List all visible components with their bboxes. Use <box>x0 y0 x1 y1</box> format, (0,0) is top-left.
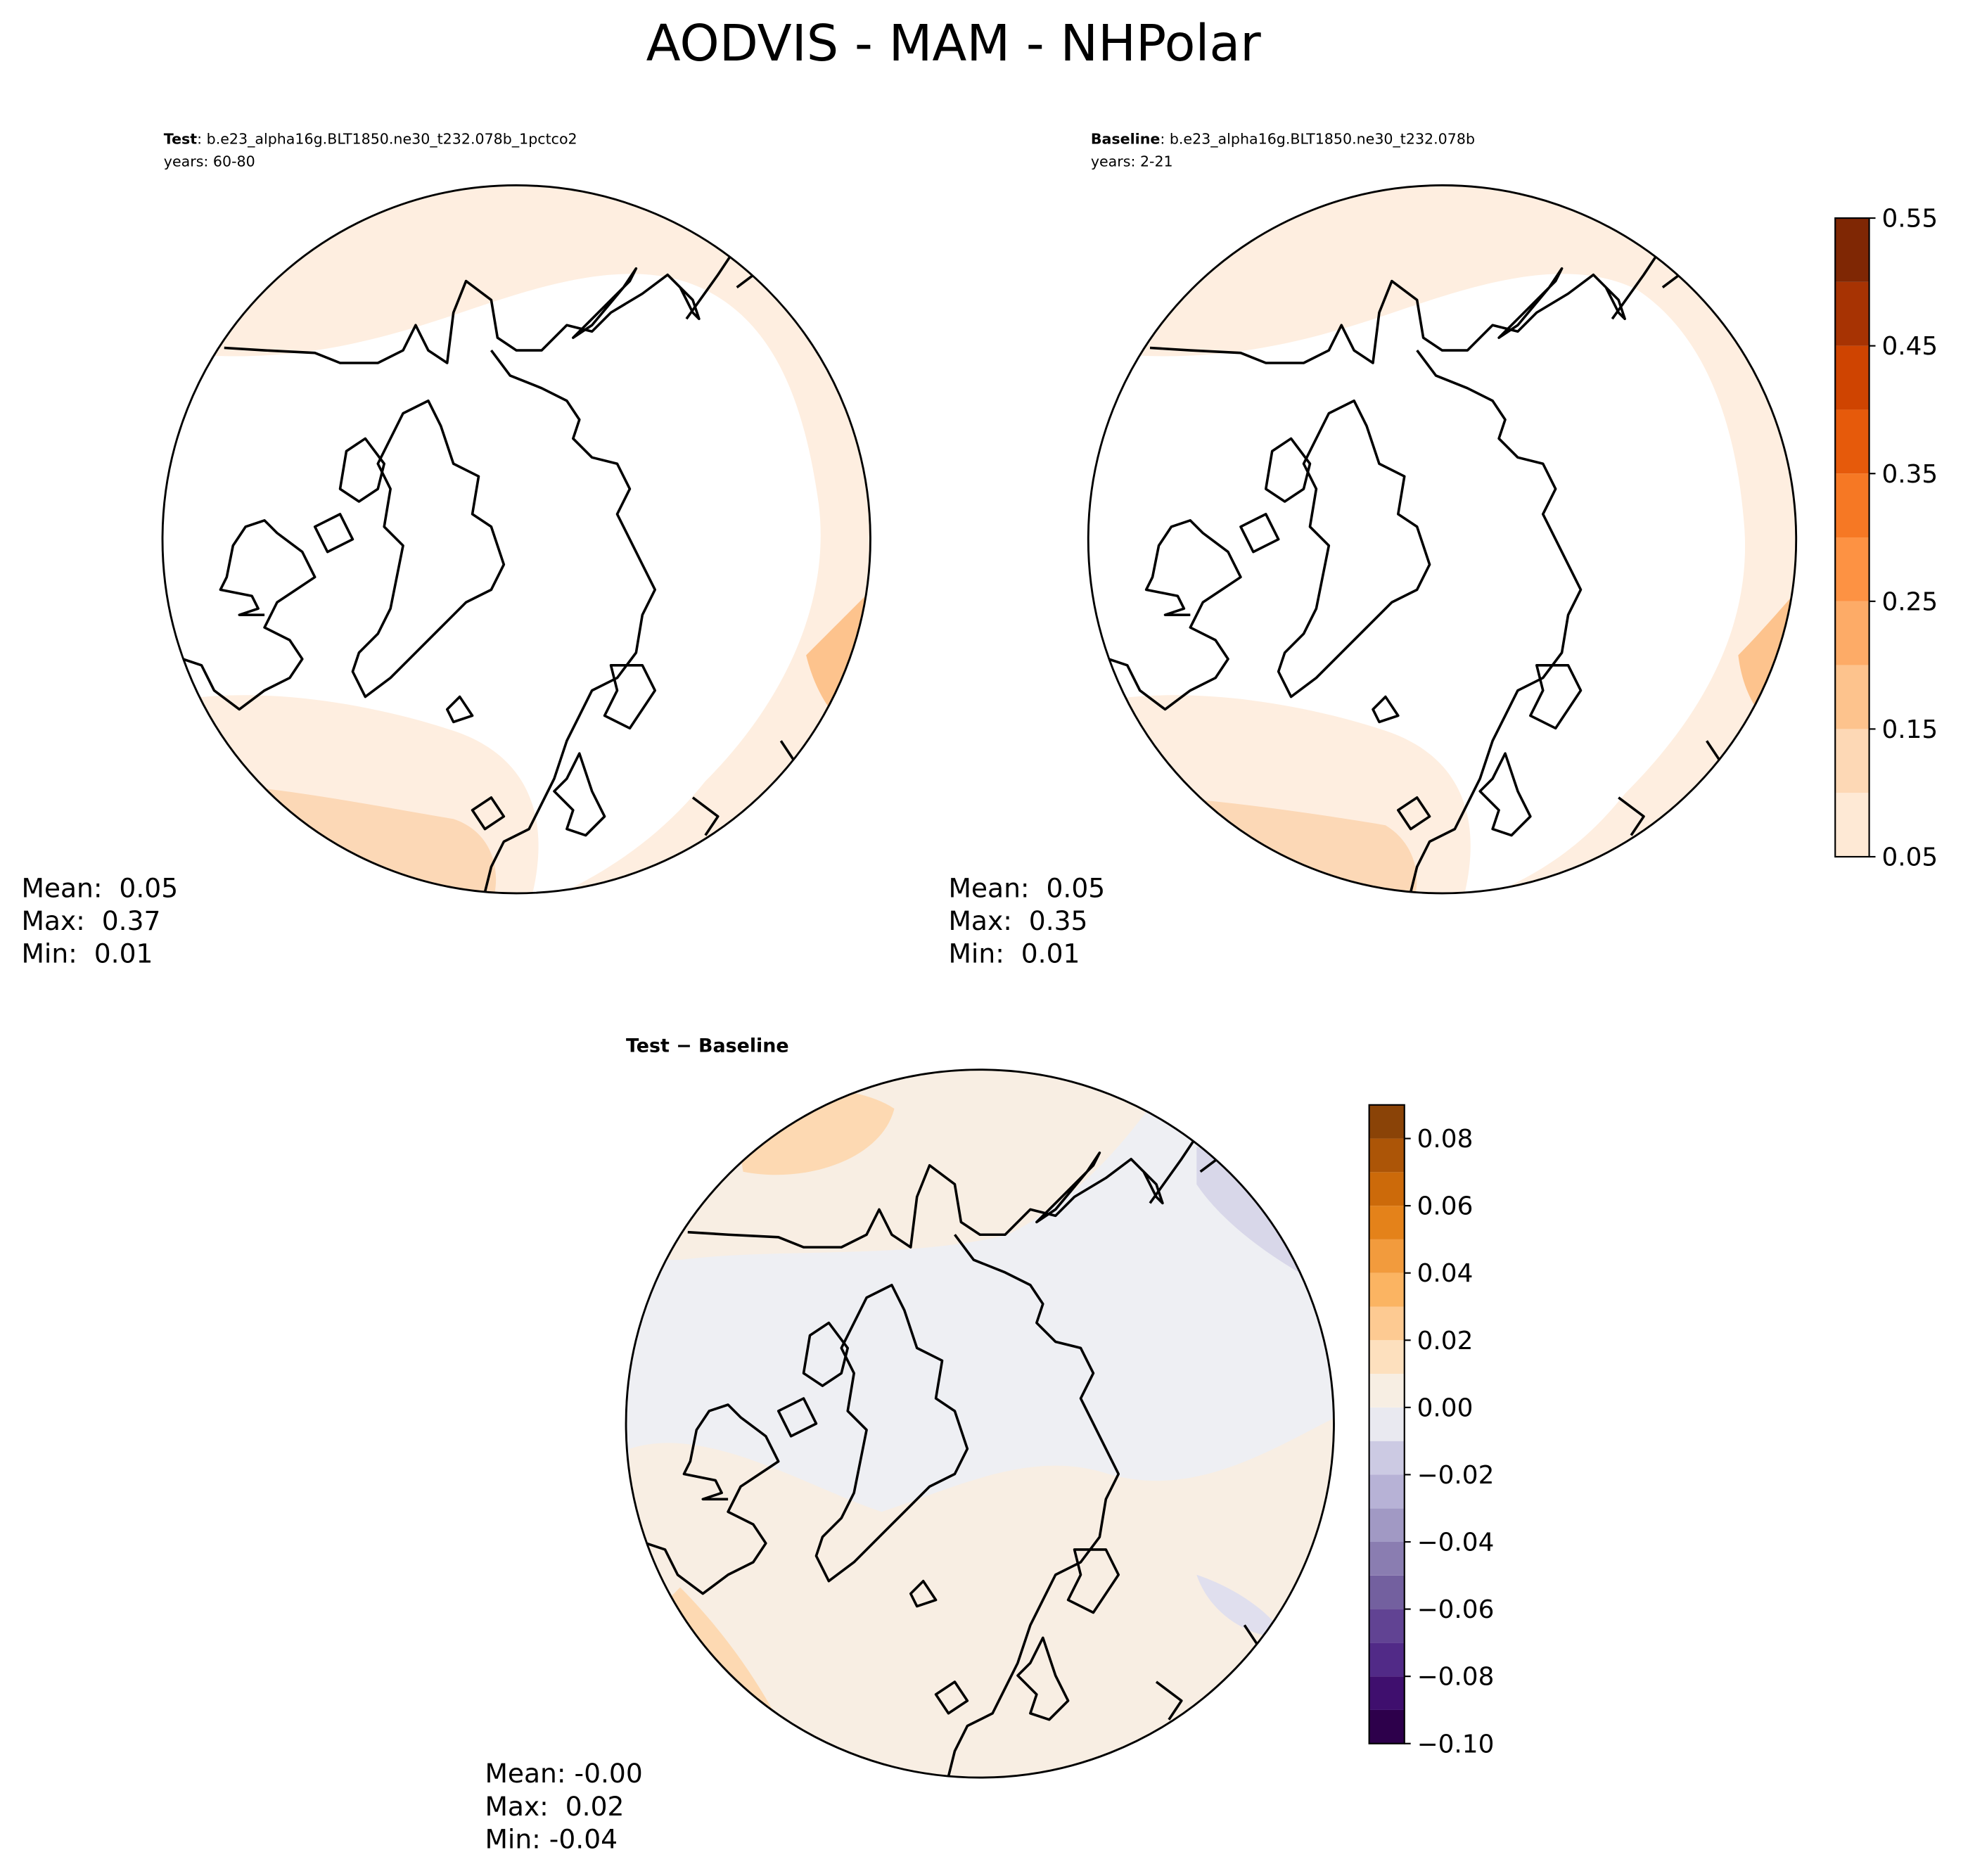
colorbar-tick-label: 0.02 <box>1417 1327 1474 1355</box>
colorbar-band <box>1835 218 1869 282</box>
colorbar-tick-label: 0.05 <box>1881 843 1938 872</box>
colorbar-band <box>1369 1709 1405 1744</box>
stat: Min: 0.01 <box>948 938 1080 969</box>
panel-label: Test <box>164 130 198 147</box>
stat: Max: 0.35 <box>948 905 1087 936</box>
colorbar-band <box>1369 1542 1405 1576</box>
map <box>626 1069 1334 1778</box>
colorbar-band <box>1369 1508 1405 1543</box>
colorbar-tick-label: 0.06 <box>1417 1192 1474 1221</box>
colorbar-band <box>1835 537 1869 601</box>
colorbar-tick-label: 0.15 <box>1881 715 1938 744</box>
colorbar-tick-label: 0.00 <box>1417 1393 1474 1422</box>
map <box>1088 185 1796 893</box>
stat: Min: -0.04 <box>485 1823 618 1854</box>
colorbar-band <box>1369 1340 1405 1374</box>
colorbar-band <box>1369 1138 1405 1173</box>
colorbar-band <box>1835 665 1869 729</box>
map-frame <box>625 1068 1335 1779</box>
panel-header: Baseline: b.e23_alpha16g.BLT1850.ne30_t2… <box>1091 130 1475 148</box>
colorbar-tick-label: 0.25 <box>1881 587 1938 616</box>
colorbar-tick-label: 0.35 <box>1881 460 1938 489</box>
colorbar-band <box>1369 1172 1405 1206</box>
colorbar-tick-label: 0.45 <box>1881 332 1938 361</box>
panel-label: Test − Baseline <box>626 1035 789 1057</box>
colorbar-frame <box>1368 1104 1405 1744</box>
colorbar-tick-label: −0.02 <box>1417 1461 1495 1490</box>
colorbar-band <box>1369 1407 1405 1441</box>
map-frame <box>1087 184 1798 895</box>
colorbar-band <box>1369 1609 1405 1643</box>
colorbar-band <box>1369 1374 1405 1408</box>
colorbar-band <box>1835 281 1869 346</box>
colorbar-band <box>1835 345 1869 410</box>
stat: Min: 0.01 <box>21 938 153 969</box>
colorbar-tick-label: −0.04 <box>1417 1529 1495 1557</box>
panel-label: Baseline <box>1091 130 1161 147</box>
colorbar-tick-label: −0.08 <box>1417 1663 1495 1692</box>
map-frame <box>161 184 871 895</box>
colorbar-band <box>1835 601 1869 665</box>
colorbar-band <box>1369 1474 1405 1509</box>
figure-title: AODVIS - MAM - NHPolar <box>646 14 1262 72</box>
stats: Mean: -0.00 Max: 0.02 Min: -0.04 <box>485 1758 642 1854</box>
colorbar-band <box>1369 1441 1405 1475</box>
map <box>162 185 871 893</box>
colorbar-tick-label: −0.06 <box>1417 1595 1495 1624</box>
colorbar-band <box>1369 1575 1405 1609</box>
colorbar-frame <box>1834 217 1870 858</box>
colorbar-band <box>1369 1642 1405 1677</box>
colorbar-band <box>1369 1104 1405 1139</box>
colorbar-band <box>1369 1206 1405 1239</box>
colorbar-tick-label: 0.04 <box>1417 1259 1474 1288</box>
stat: Max: 0.37 <box>21 905 160 936</box>
stat: Mean: -0.00 <box>485 1758 642 1789</box>
colorbar-tick-label: 0.55 <box>1881 205 1938 234</box>
stat: Max: 0.02 <box>485 1791 624 1822</box>
panel-years: years: 2-21 <box>1091 153 1173 170</box>
stat: Mean: 0.05 <box>21 872 178 903</box>
colorbar-band <box>1835 473 1869 538</box>
colorbar-band <box>1835 729 1869 793</box>
panel-case: : b.e23_alpha16g.BLT1850.ne30_t232.078b_… <box>197 130 577 148</box>
stats: Mean: 0.05 Max: 0.37 Min: 0.01 <box>21 872 178 969</box>
colorbar-band <box>1835 409 1869 474</box>
colorbar-tick-label: −0.10 <box>1417 1730 1495 1759</box>
panel-header: Test: b.e23_alpha16g.BLT1850.ne30_t232.0… <box>164 130 577 148</box>
colorbar-tick-label: 0.08 <box>1417 1125 1474 1154</box>
colorbar-band <box>1369 1306 1405 1341</box>
panel-years: years: 60-80 <box>164 153 255 170</box>
stats: Mean: 0.05 Max: 0.35 Min: 0.01 <box>948 872 1105 969</box>
stat: Mean: 0.05 <box>948 872 1105 903</box>
colorbar-band <box>1835 793 1869 857</box>
colorbar-band <box>1369 1272 1405 1307</box>
colorbar-band <box>1369 1239 1405 1273</box>
colorbar-band <box>1369 1676 1405 1710</box>
panel-case: : b.e23_alpha16g.BLT1850.ne30_t232.078b <box>1160 130 1475 148</box>
